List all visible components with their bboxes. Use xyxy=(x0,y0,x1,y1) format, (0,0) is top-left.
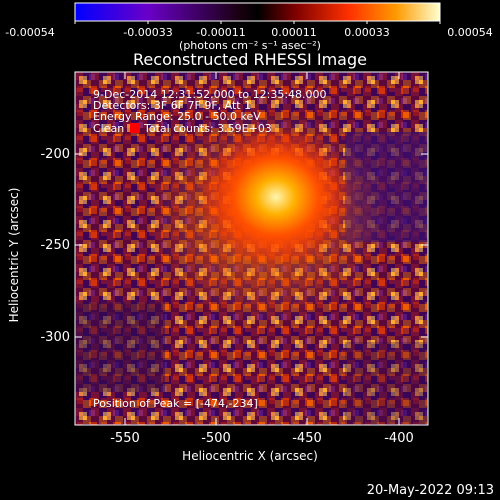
solar-image xyxy=(75,72,428,425)
x-tick-4: -400 xyxy=(384,431,414,446)
colorbar-tick-1: -0.00054 xyxy=(5,26,55,39)
y-tick-3: -300 xyxy=(40,330,70,345)
x-axis-label: Heliocentric X (arcsec) xyxy=(182,449,318,463)
plot-title: Reconstructed RHESSI Image xyxy=(133,50,367,69)
colorbar-tick-2: -0.00033 xyxy=(123,26,173,39)
clean-label: Clean xyxy=(93,122,125,135)
detectors-text: Detectors: 3F 6F 7F 9F, Att 1 xyxy=(93,99,252,112)
colorbar-tick-6: 0.00054 xyxy=(447,26,493,39)
clean-legend-square xyxy=(130,123,140,133)
colorbar-tick-4: 0.00011 xyxy=(271,26,317,39)
colorbar-tick-3: -0.00011 xyxy=(196,26,246,39)
peak-position-text: Position of Peak = [-474,-234] xyxy=(93,397,258,410)
x-tick-2: -500 xyxy=(201,431,231,446)
time-range-text: 9-Dec-2014 12:31:52.000 to 12:35:48.000 xyxy=(93,88,327,101)
x-tick-3: -450 xyxy=(292,431,322,446)
colorbar xyxy=(74,2,441,24)
footer-date: 20-May-2022 09:13 xyxy=(366,483,494,498)
total-counts-text: Total counts: 3.59E+03 xyxy=(144,122,272,135)
colorbar-tick-5: 0.00033 xyxy=(344,26,390,39)
colorbar-units: (photons cm⁻² s⁻¹ asec⁻²) xyxy=(179,39,321,52)
y-tick-2: -250 xyxy=(40,238,70,253)
y-axis-label: Heliocentric Y (arcsec) xyxy=(7,187,21,323)
x-tick-1: -550 xyxy=(110,431,140,446)
y-tick-1: -200 xyxy=(40,147,70,162)
energy-range-text: Energy Range: 25.0 - 50.0 keV xyxy=(93,110,261,123)
colorbar-gradient xyxy=(74,2,441,22)
